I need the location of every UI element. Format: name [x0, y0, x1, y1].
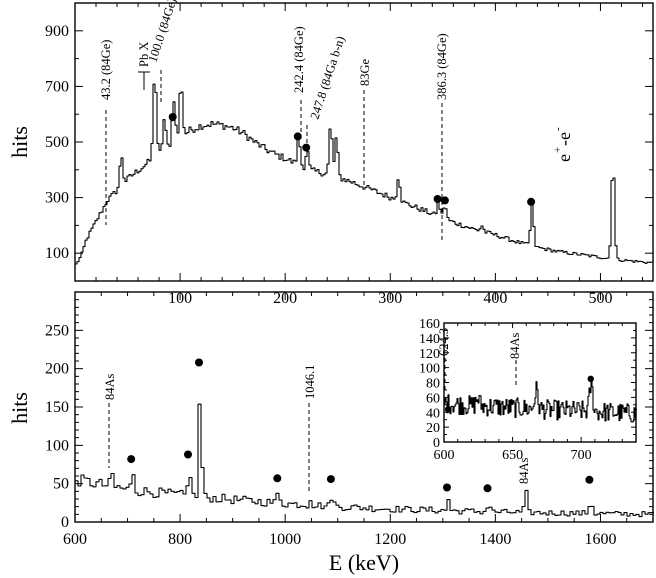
- peak-marker-dot: [527, 197, 536, 206]
- x-tick-label: 600: [434, 448, 455, 463]
- y-tick-label: 120: [419, 347, 440, 362]
- x-tick-label: 1000: [269, 531, 301, 548]
- y-tick-label: 700: [45, 78, 69, 95]
- inset-spectrum-line: [444, 379, 637, 423]
- annotation-83ge: 83Ge: [358, 58, 372, 86]
- x-tick-label: 700: [571, 448, 592, 463]
- x-tick-label: 1600: [584, 531, 616, 548]
- peak-marker-dot: [585, 475, 594, 484]
- annotation-84as-left: 84As: [103, 373, 117, 400]
- y-tick-label: 500: [45, 134, 69, 151]
- y-tick-label: 250: [45, 322, 69, 339]
- peak-marker-dot: [127, 455, 136, 464]
- top-spectrum-line: [75, 83, 653, 265]
- bottom-annotations: 84As 1046.1 84As: [103, 365, 531, 492]
- y-tick-label: 50: [53, 476, 69, 493]
- annotation-43-2-84ge: 43.2 (84Ge): [99, 40, 113, 100]
- bottom-plot-frame: [74, 291, 654, 523]
- y-tick-label: 100: [419, 362, 440, 377]
- x-axis-label: E (keV): [329, 550, 399, 575]
- bottom-peak-markers: [127, 358, 594, 493]
- x-tick-label: 1400: [479, 531, 511, 548]
- annotation-e-plus-e-minus: e + -e -: [552, 127, 574, 162]
- inset-peak-markers: [444, 375, 594, 413]
- x-tick-label: 800: [168, 531, 192, 548]
- bottom-spectrum-line: [75, 403, 654, 518]
- y-tick-label: 20: [426, 421, 440, 436]
- y-tick-label: 300: [45, 190, 69, 207]
- x-tick-label: 1200: [374, 531, 406, 548]
- peak-marker-dot: [440, 196, 449, 205]
- inset-frame: [443, 322, 637, 443]
- y-tick-label: 0: [433, 436, 440, 451]
- peak-marker-dot: [587, 375, 594, 382]
- y-tick-label: 140: [419, 332, 440, 347]
- peak-marker-dot: [184, 450, 192, 459]
- peak-marker-dot: [444, 406, 452, 413]
- annotation-247-8-84ga: 247.8 (84Ga b-n): [308, 34, 348, 121]
- x-tick-label: 650: [502, 448, 523, 463]
- x-tick-label: 600: [63, 531, 87, 548]
- peak-marker-dot: [273, 474, 282, 483]
- peak-marker-dot: [483, 484, 492, 493]
- y-tick-label: 100: [45, 245, 69, 262]
- y-tick-label: 80: [426, 377, 440, 392]
- peak-marker-dot: [168, 113, 177, 121]
- svg-text:-e: -e: [554, 132, 574, 146]
- peak-marker-dot: [433, 195, 442, 203]
- annotation-386-3-84ge: 386.3 (84Ge): [435, 33, 449, 100]
- peak-marker-dot: [195, 358, 203, 367]
- inset-background: [444, 323, 636, 442]
- svg-text:-: -: [552, 127, 564, 131]
- annotation-1046-1: 1046.1: [303, 365, 317, 399]
- y-tick-label: 900: [45, 23, 69, 40]
- y-tick-label: 60: [426, 391, 440, 406]
- y-tick-label: 100: [45, 437, 69, 454]
- y-tick-label: 200: [45, 361, 69, 378]
- y-tick-label: 160: [419, 317, 440, 332]
- annotation-pb-x: Pb X: [137, 42, 151, 67]
- bottom-y-axis-label: hits: [7, 392, 32, 424]
- peak-marker-dot: [326, 475, 335, 484]
- svg-text:+: +: [552, 147, 564, 153]
- peak-marker-dot: [443, 483, 451, 492]
- annotation-242-4-84ge: 242.4 (84Ge): [292, 26, 306, 93]
- svg-text:e: e: [554, 154, 574, 162]
- y-tick-label: 0: [61, 514, 69, 531]
- peak-marker-dot: [293, 132, 302, 141]
- annotation-84as-right: 84As: [517, 457, 531, 484]
- y-tick-label: 150: [45, 399, 69, 416]
- annotation-100-84ge: 100.0 (84Ge): [146, 0, 180, 64]
- peak-marker-dot: [302, 143, 311, 152]
- y-tick-label: 40: [426, 406, 440, 421]
- top-peak-markers: [168, 113, 536, 206]
- inset-annotation-84as: 84As: [508, 332, 522, 359]
- top-y-axis-label: hits: [7, 126, 32, 158]
- top-plot-frame: [74, 2, 654, 282]
